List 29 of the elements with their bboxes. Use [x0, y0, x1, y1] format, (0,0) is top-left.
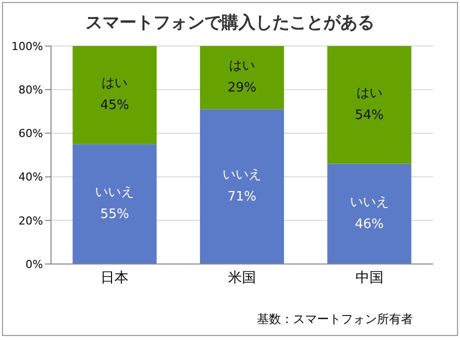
series-label: いいえ — [95, 185, 134, 200]
text: はい — [356, 86, 382, 101]
data-label: 54% — [354, 108, 384, 123]
data-label: 45% — [100, 98, 130, 114]
text: はい — [102, 76, 128, 92]
y-tick-label: 20% — [18, 214, 43, 228]
text: いいえ — [222, 168, 262, 183]
bar — [72, 46, 157, 144]
y-tick-label: 100% — [12, 40, 43, 53]
data-label: 71% — [228, 190, 256, 205]
text: いいえ — [350, 194, 389, 210]
chart-title: スマートフォンで購入したことがある — [84, 12, 376, 34]
y-tick-label: 60% — [18, 127, 43, 140]
y-tick-label: 0% — [26, 258, 43, 271]
bar — [200, 46, 284, 110]
series-label: はい — [228, 58, 255, 74]
data-label: 46% — [354, 216, 384, 232]
bar — [327, 164, 412, 264]
x-tick-label: 日本 — [100, 270, 129, 286]
x-tick-label: 米国 — [228, 270, 256, 286]
data-label: 29% — [228, 80, 256, 96]
y-tick-label: 80% — [18, 84, 43, 97]
data-label: 55% — [100, 207, 130, 222]
x-tick-label: 中国 — [355, 270, 384, 286]
y-tick-label: 40% — [18, 170, 43, 184]
text: 基数：スマートフォン所有者 — [257, 312, 413, 326]
bar — [200, 109, 284, 264]
bar — [72, 144, 157, 264]
bar — [327, 46, 412, 164]
